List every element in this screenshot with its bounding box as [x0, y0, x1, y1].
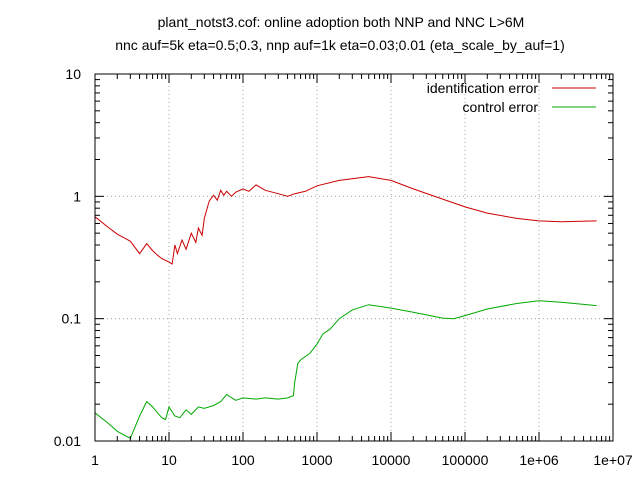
chart-title: plant_notst3.cof: online adoption both N… [158, 14, 525, 30]
legend: identification error control error [427, 80, 596, 115]
series-line-identification-error [94, 176, 597, 265]
x-tick-label: 100000 [442, 452, 489, 468]
x-tick-label: 1000 [301, 452, 332, 468]
plot-frame [94, 73, 614, 442]
x-tick-label: 10 [161, 452, 177, 468]
x-tick-label: 100 [231, 452, 255, 468]
x-tick-label: 1e+06 [519, 452, 559, 468]
y-tick-label: 0.1 [62, 311, 82, 327]
legend-label: control error [463, 99, 539, 115]
y-tick-label: 1 [73, 188, 81, 204]
x-tick-label: 10000 [372, 452, 411, 468]
chart-subtitle: nnc auf=5k eta=0.5;0.3, nnp auf=1k eta=0… [115, 37, 565, 53]
series-line-control-error [94, 300, 597, 440]
y-tick-label: 10 [65, 66, 81, 82]
x-tick-label: 1 [91, 452, 99, 468]
legend-label: identification error [427, 80, 539, 96]
x-tick-label: 1e+07 [593, 452, 633, 468]
tick-layer: 1 10 100 1000 10000 100000 1e+06 1e+07 0.01 0.1 1 1… [54, 66, 633, 468]
y-tick-label: 0.01 [54, 433, 81, 449]
series-layer [94, 176, 597, 440]
